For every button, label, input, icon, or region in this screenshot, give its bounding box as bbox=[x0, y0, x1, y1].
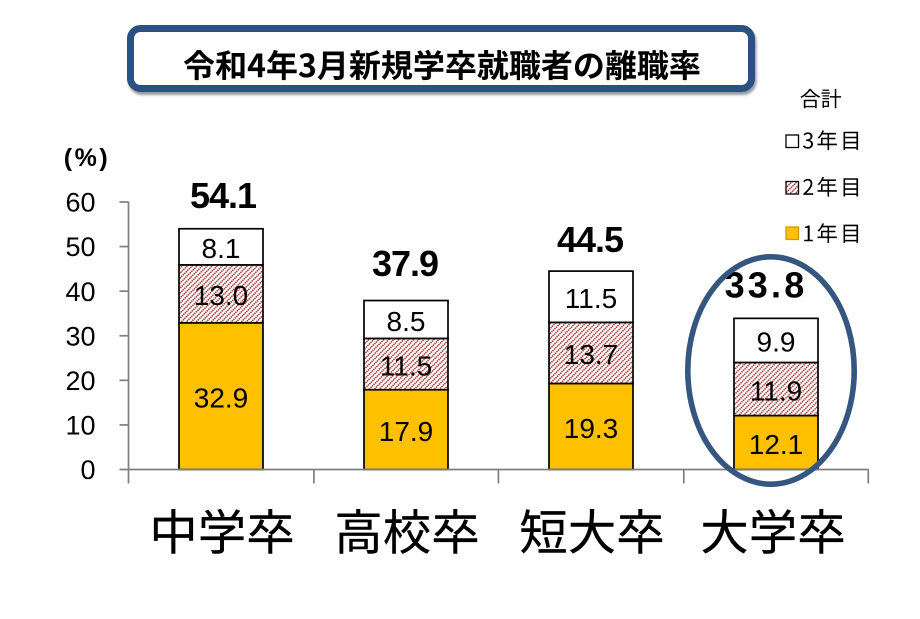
svg-text:54.1: 54.1 bbox=[190, 175, 257, 216]
svg-text:20: 20 bbox=[65, 366, 95, 396]
svg-text:8.1: 8.1 bbox=[202, 233, 241, 264]
svg-text:37.9: 37.9 bbox=[372, 243, 438, 284]
svg-text:13.0: 13.0 bbox=[194, 280, 249, 311]
svg-text:44.5: 44.5 bbox=[557, 219, 624, 260]
svg-text:11.5: 11.5 bbox=[380, 350, 432, 381]
svg-text:30: 30 bbox=[65, 321, 95, 351]
svg-text:12.1: 12.1 bbox=[749, 429, 804, 460]
svg-text:11.9: 11.9 bbox=[750, 375, 802, 406]
svg-text:32.9: 32.9 bbox=[194, 383, 249, 414]
svg-text:10: 10 bbox=[65, 411, 95, 441]
svg-text:11.5: 11.5 bbox=[565, 283, 617, 314]
svg-text:33.8: 33.8 bbox=[725, 265, 808, 306]
svg-text:0: 0 bbox=[80, 455, 95, 485]
svg-text:17.9: 17.9 bbox=[379, 416, 434, 447]
svg-text:60: 60 bbox=[65, 188, 95, 218]
svg-text:(%): (%) bbox=[64, 144, 110, 172]
svg-text:40: 40 bbox=[65, 277, 95, 307]
svg-text:9.9: 9.9 bbox=[757, 327, 796, 358]
svg-text:50: 50 bbox=[65, 232, 95, 262]
svg-text:8.5: 8.5 bbox=[387, 306, 426, 337]
svg-text:13.7: 13.7 bbox=[564, 339, 619, 370]
svg-text:19.3: 19.3 bbox=[564, 413, 619, 444]
